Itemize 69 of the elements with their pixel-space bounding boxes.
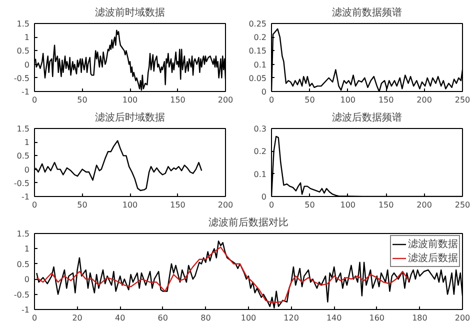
y-tick-label: -1: [22, 88, 30, 96]
line-series: [36, 246, 410, 304]
x-tick-label: 100: [122, 96, 138, 104]
x-tick-label: 160: [369, 314, 385, 322]
x-tick-label: 250: [454, 96, 470, 104]
y-tick-label: 0: [24, 275, 30, 284]
y-tick-label: 0: [24, 60, 30, 70]
x-tick-label: 50: [304, 200, 315, 210]
y-tick-label: 0.5: [16, 260, 30, 269]
y-tick-label: 0.15: [248, 46, 266, 56]
x-tick-label: 80: [200, 314, 211, 322]
x-tick-label: 200: [416, 96, 432, 104]
y-tick-label: 0: [261, 88, 267, 96]
chart-title: 滤波前时域数据: [95, 6, 165, 18]
y-tick-label: 1.5: [16, 20, 30, 28]
x-tick-label: 0: [32, 200, 38, 210]
y-tick-label: -1: [22, 192, 30, 202]
legend-label: 滤波后数据: [408, 252, 458, 265]
y-tick-label: 1: [24, 33, 30, 42]
x-tick-label: 100: [340, 96, 356, 104]
y-tick-label: -1: [22, 306, 30, 314]
y-tick-label: 0.2: [254, 147, 267, 156]
x-tick-label: 100: [240, 314, 256, 322]
x-tick-label: 100: [122, 200, 138, 210]
x-tick-label: 200: [454, 314, 470, 322]
chart-title: 滤波前数据频谱: [332, 6, 402, 18]
legend-label: 滤波前数据: [408, 238, 458, 251]
x-tick-label: 20: [72, 314, 82, 322]
x-tick-label: 40: [115, 314, 126, 322]
x-tick-label: 200: [416, 200, 432, 210]
y-tick-label: 0.25: [248, 20, 266, 28]
chart-title: 滤波后时域数据: [95, 112, 165, 124]
y-tick-label: 0.05: [248, 74, 266, 83]
y-tick-label: 0.2: [254, 33, 267, 42]
y-tick-label: 0.5: [16, 152, 30, 161]
x-tick-label: 150: [378, 96, 394, 104]
y-tick-label: 0.1: [254, 60, 267, 70]
x-tick-label: 150: [378, 200, 394, 210]
y-tick-label: 1.5: [16, 230, 30, 238]
x-tick-label: 150: [170, 200, 186, 210]
x-tick-label: 250: [454, 200, 470, 210]
chart-title: 滤波前后数据对比: [208, 216, 288, 228]
y-tick-label: -0.5: [14, 178, 30, 188]
x-tick-label: 120: [284, 314, 299, 322]
x-tick-label: 50: [77, 200, 88, 210]
y-tick-label: -0.5: [14, 290, 30, 300]
y-tick-label: -0.5: [14, 74, 30, 83]
chart-title: 滤波后数据频谱: [332, 112, 402, 124]
x-tick-label: 0: [268, 200, 274, 210]
x-tick-label: 0: [268, 96, 274, 104]
y-tick-label: 1.5: [16, 124, 30, 134]
x-tick-label: 50: [77, 96, 88, 104]
y-tick-label: 1: [24, 244, 30, 254]
y-tick-label: 0: [24, 165, 30, 174]
x-tick-label: 0: [32, 314, 38, 322]
x-tick-label: 200: [218, 200, 234, 210]
y-tick-label: 0.5: [16, 46, 30, 56]
y-tick-label: 0.1: [254, 170, 267, 179]
y-tick-label: 1: [24, 138, 30, 148]
x-tick-label: 200: [218, 96, 234, 104]
x-tick-label: 60: [158, 314, 168, 322]
y-tick-label: 0.3: [254, 124, 267, 134]
x-tick-label: 0: [32, 96, 38, 104]
x-tick-label: 100: [340, 200, 356, 210]
x-tick-label: 180: [412, 314, 428, 322]
x-tick-label: 50: [304, 96, 315, 104]
y-tick-label: 0: [261, 192, 267, 202]
x-tick-label: 150: [170, 96, 186, 104]
x-tick-label: 140: [326, 314, 342, 322]
